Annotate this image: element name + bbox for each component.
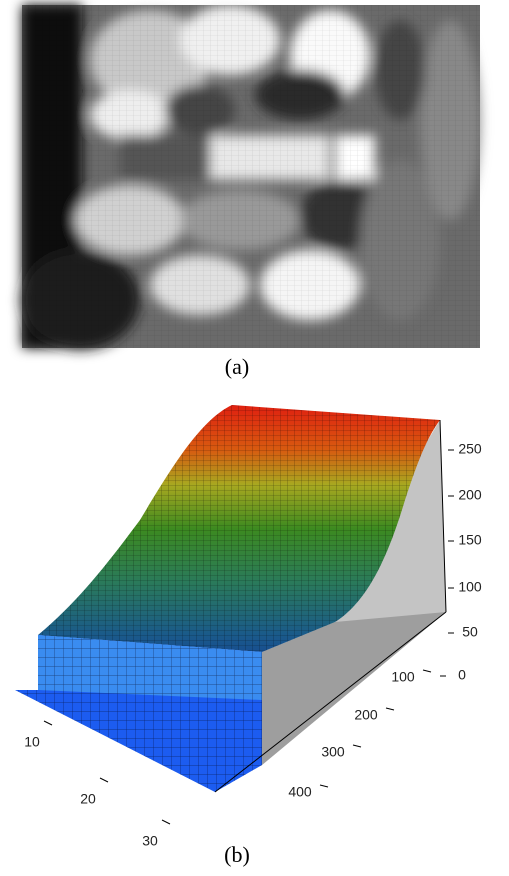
tick-label: 30 xyxy=(142,833,158,849)
tick-mark xyxy=(352,744,362,748)
tick-mark xyxy=(161,819,171,825)
tick-label: 0 xyxy=(458,667,466,683)
caption: (b) xyxy=(224,842,250,867)
tick-label: 400 xyxy=(288,784,312,800)
tick-mark xyxy=(385,707,395,711)
tick-mark xyxy=(43,720,53,726)
tick-label: 300 xyxy=(321,744,345,760)
tick-mark xyxy=(422,669,432,673)
tick-label: 250 xyxy=(458,441,482,457)
tick-label: 200 xyxy=(354,707,378,723)
tick-label: 10 xyxy=(24,734,40,750)
depth-image xyxy=(20,5,480,350)
tick-label: 50 xyxy=(462,624,478,640)
tick-label: 150 xyxy=(458,532,482,548)
tick-label: 100 xyxy=(391,669,415,685)
tick-mark xyxy=(99,777,109,783)
caption: (a) xyxy=(225,354,249,379)
tick-label: 100 xyxy=(458,579,482,595)
tick-label: 20 xyxy=(80,791,96,807)
tick-mark xyxy=(319,784,329,788)
axis-ticks: 50 100 150 200 250 0 100 200 300 400 10 20 30 xyxy=(24,441,482,849)
surface-plot xyxy=(15,405,447,793)
tick-label: 200 xyxy=(458,487,482,503)
